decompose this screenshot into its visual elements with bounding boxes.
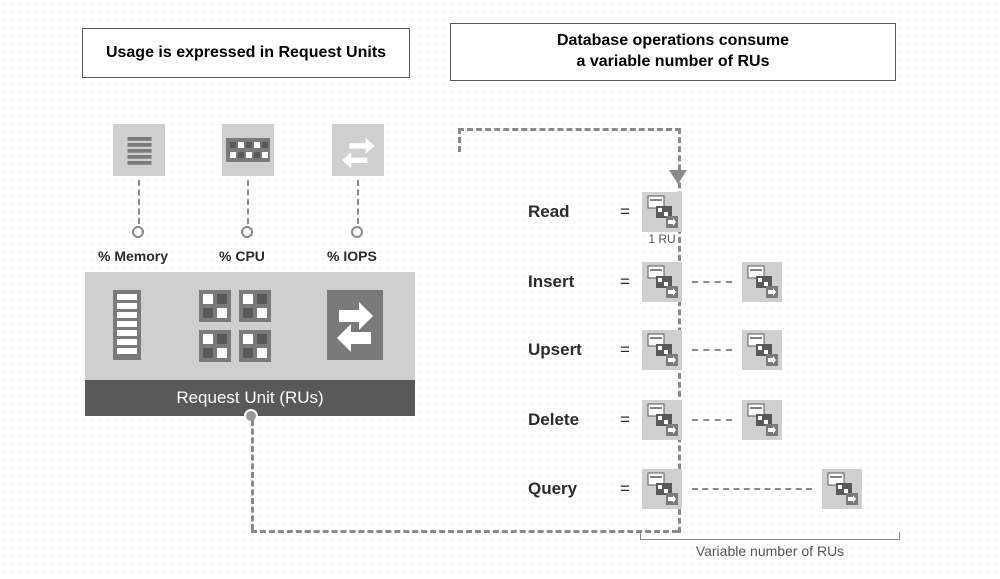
ru-chip-icon <box>642 330 682 370</box>
memory-icon <box>113 124 165 176</box>
op-label: Delete <box>528 410 608 430</box>
ru-chip-icon <box>742 330 782 370</box>
resource-label: % CPU <box>219 248 265 264</box>
op-label: Read <box>528 202 608 222</box>
equals-sign: = <box>608 340 642 360</box>
op-label: Upsert <box>528 340 608 360</box>
op-row-upsert: Upsert= <box>528 328 782 372</box>
ru-chip-icon <box>742 262 782 302</box>
resource-label: % Memory <box>98 248 168 264</box>
ru-chip-icon <box>642 400 682 440</box>
ru-chip-icon <box>642 469 682 509</box>
equals-sign: = <box>608 202 642 222</box>
iops-icon <box>332 124 384 176</box>
cpu-big-icon <box>195 286 275 371</box>
iops-big-icon <box>325 288 385 367</box>
left-title: Usage is expressed in Request Units <box>82 28 410 78</box>
right-title: Database operations consume a variable n… <box>450 23 896 81</box>
op-row-query: Query= <box>528 467 862 511</box>
ru-chip-icon <box>642 262 682 302</box>
equals-sign: = <box>608 479 642 499</box>
op-label: Insert <box>528 272 608 292</box>
ru-chip-icon <box>642 192 682 232</box>
op-row-insert: Insert= <box>528 260 782 304</box>
memory-big-icon <box>109 288 145 367</box>
ru-chip-icon <box>822 469 862 509</box>
equals-sign: = <box>608 410 642 430</box>
equals-sign: = <box>608 272 642 292</box>
ru-count-label: 1 RU <box>642 232 682 246</box>
ru-chip-icon <box>742 400 782 440</box>
resource-label: % IOPS <box>327 248 377 264</box>
footer-label: Variable number of RUs <box>640 543 900 559</box>
op-row-read: Read= <box>528 190 682 234</box>
op-row-delete: Delete= <box>528 398 782 442</box>
op-label: Query <box>528 479 608 499</box>
cpu-icon <box>222 124 274 176</box>
